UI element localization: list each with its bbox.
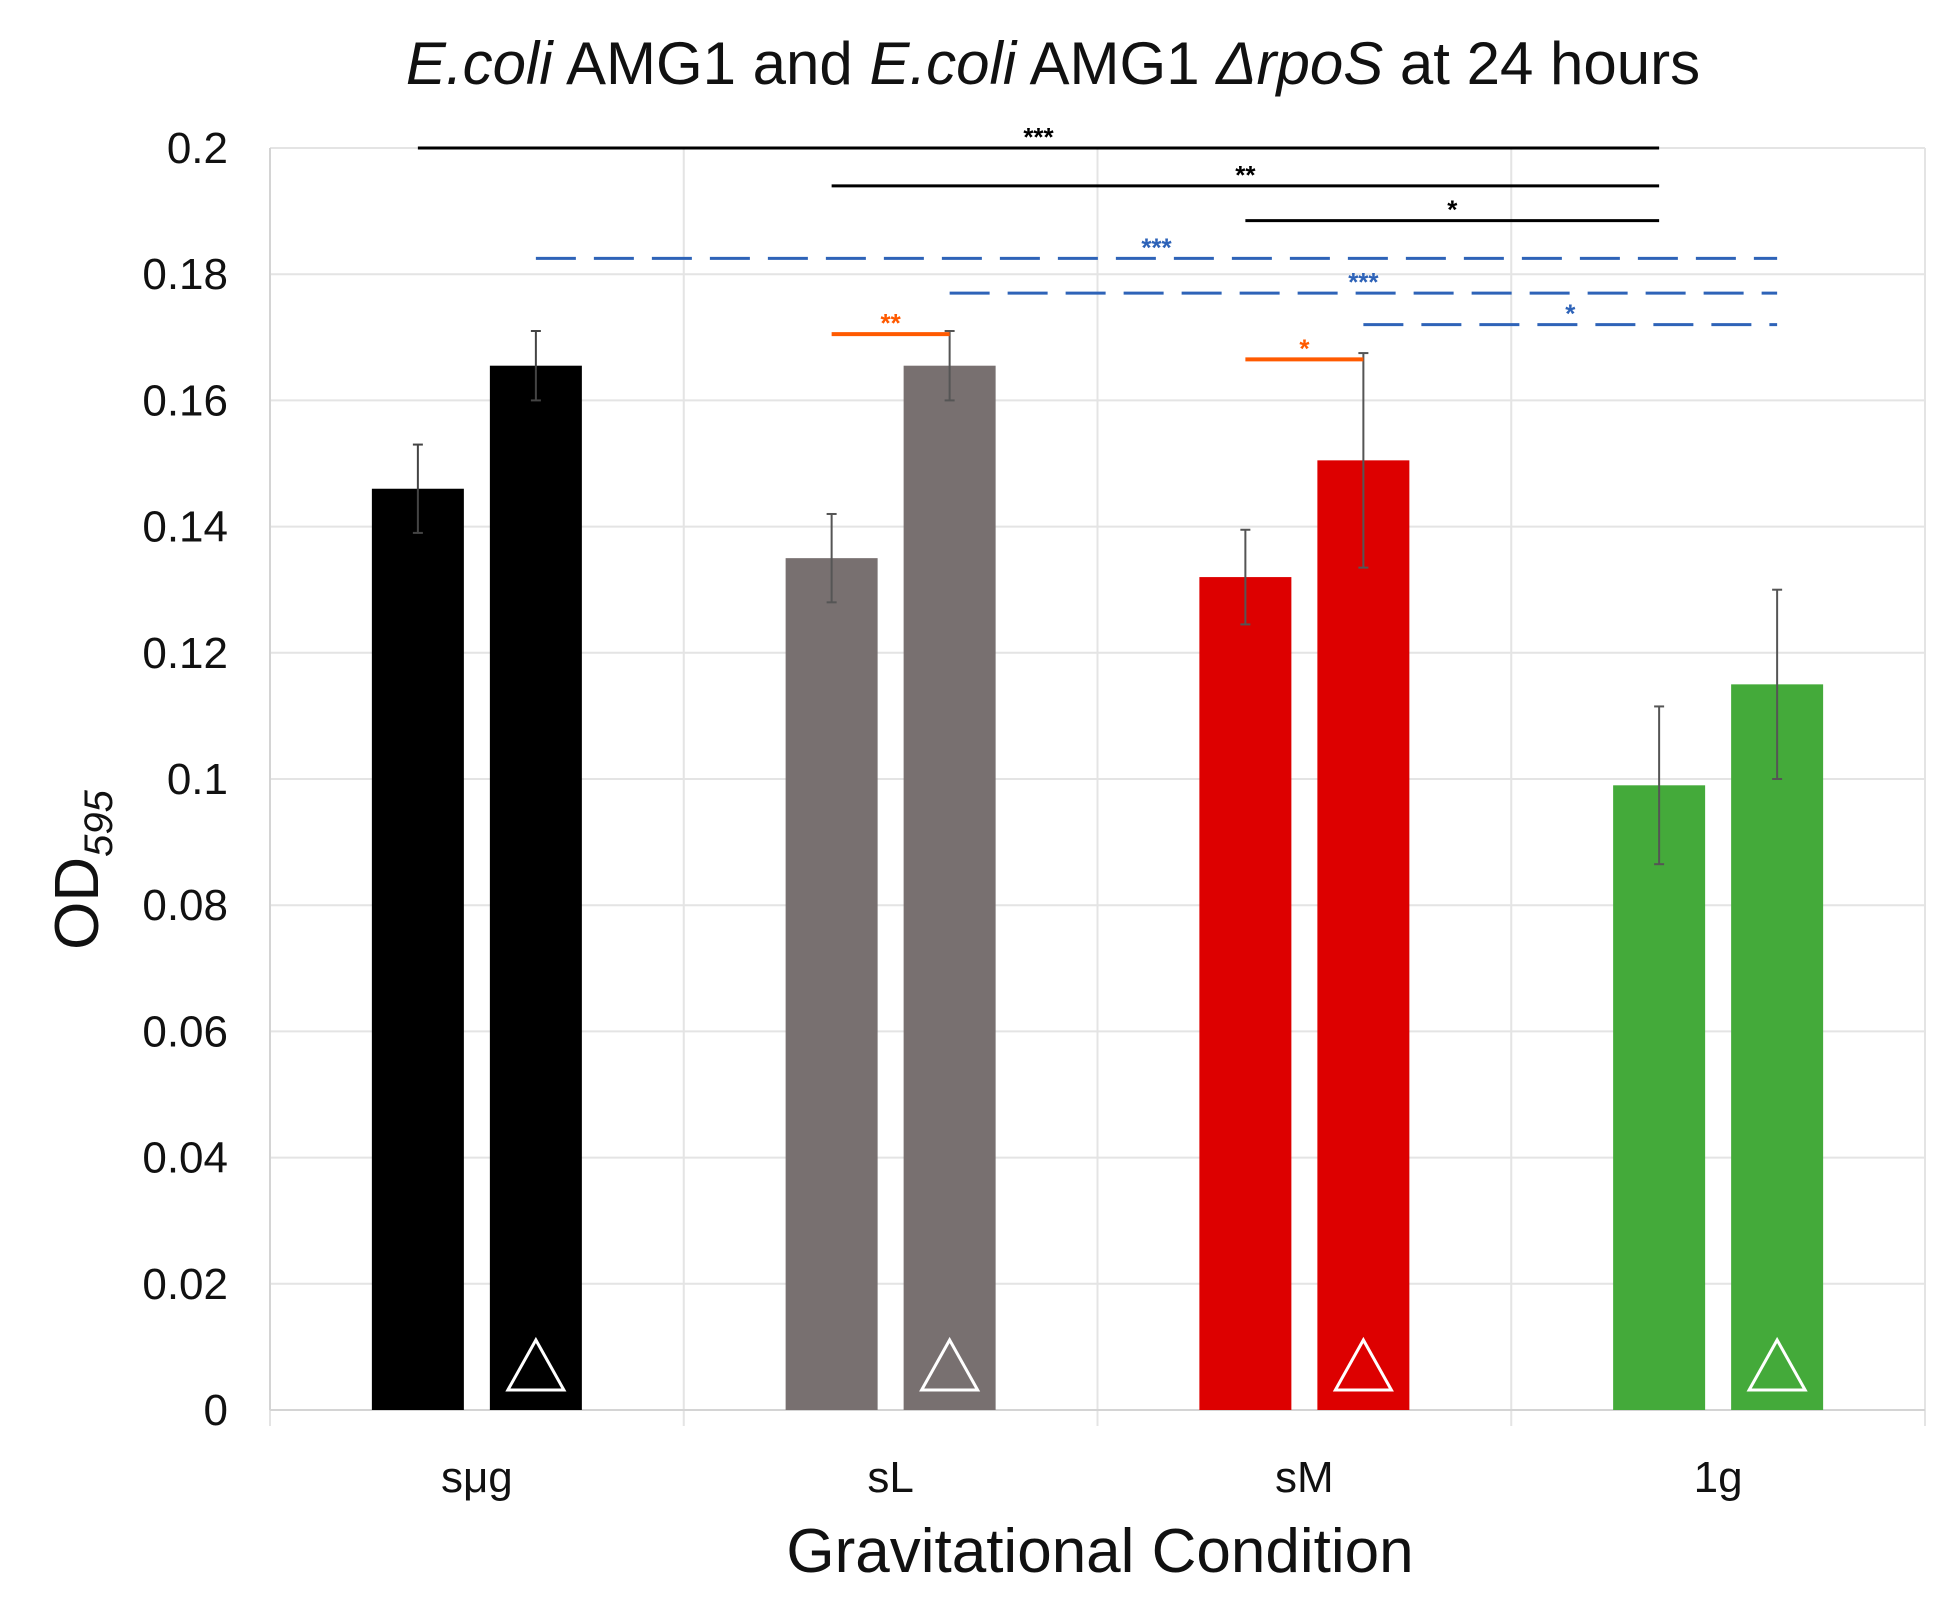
title-part-5: at 24 hours bbox=[1383, 30, 1700, 97]
significance-label: *** bbox=[1348, 267, 1379, 297]
bar bbox=[1199, 577, 1292, 1410]
bar bbox=[1613, 785, 1706, 1410]
y-axis-label: OD595 bbox=[43, 789, 121, 949]
x-category-label: 1g bbox=[1694, 1453, 1743, 1502]
significance-label: * bbox=[1565, 299, 1576, 329]
bar-markers bbox=[505, 1336, 1808, 1392]
bar bbox=[1317, 460, 1410, 1411]
significance-label: *** bbox=[1141, 232, 1172, 262]
y-axis-label-main: OD bbox=[43, 857, 112, 950]
bar bbox=[785, 558, 878, 1410]
significance-label: * bbox=[1299, 333, 1310, 363]
y-tick-label: 0.06 bbox=[142, 1007, 228, 1056]
bar bbox=[1731, 684, 1824, 1410]
significance-label: ** bbox=[1235, 160, 1256, 190]
x-category-label: sM bbox=[1275, 1453, 1334, 1502]
significance-label: ** bbox=[881, 308, 902, 338]
significance-label: * bbox=[1447, 195, 1458, 225]
x-category-label: sL bbox=[867, 1453, 913, 1502]
y-tick-label: 0.04 bbox=[142, 1134, 228, 1183]
chart-title: E.coli AMG1 and E.coli AMG1 ΔrpoS at 24 … bbox=[406, 30, 1700, 97]
title-part-2: E.coli bbox=[869, 30, 1017, 97]
x-axis-categories: sμg sL sM 1g bbox=[441, 1453, 1743, 1502]
significance-brackets: **************** bbox=[417, 122, 1778, 363]
y-tick-label: 0.1 bbox=[167, 755, 228, 804]
title-part-1: AMG1 and bbox=[553, 30, 870, 97]
y-tick-label: 0.18 bbox=[142, 250, 228, 299]
y-axis-ticks: 0 0.02 0.04 0.06 0.08 0.1 0.12 0.14 0.16 0.18 0.2 bbox=[142, 124, 228, 1435]
triangle-marker-icon bbox=[1746, 1336, 1808, 1392]
y-tick-label: 0.08 bbox=[142, 881, 228, 930]
title-part-0: E.coli bbox=[406, 30, 554, 97]
bar bbox=[903, 365, 996, 1410]
triangle-marker-icon bbox=[1332, 1336, 1394, 1392]
title-part-3: AMG1 bbox=[1016, 30, 1216, 97]
y-tick-label: 0.16 bbox=[142, 376, 228, 425]
x-category-label: sμg bbox=[441, 1453, 513, 1502]
y-tick-label: 0.12 bbox=[142, 629, 228, 678]
triangle-marker-icon bbox=[919, 1336, 981, 1392]
y-axis-label-subscript: 595 bbox=[77, 789, 121, 856]
y-tick-label: 0 bbox=[204, 1386, 228, 1435]
title-part-4: ΔrpoS bbox=[1214, 30, 1383, 97]
triangle-marker-icon bbox=[505, 1336, 567, 1392]
bar bbox=[371, 488, 464, 1410]
bar bbox=[489, 365, 582, 1410]
bars bbox=[371, 365, 1824, 1411]
y-tick-label: 0.14 bbox=[142, 503, 228, 552]
significance-label: *** bbox=[1023, 122, 1054, 152]
y-tick-label: 0.2 bbox=[167, 124, 228, 173]
error-bars bbox=[412, 329, 1783, 866]
y-tick-label: 0.02 bbox=[142, 1260, 228, 1309]
x-axis-label: Gravitational Condition bbox=[786, 1517, 1413, 1586]
